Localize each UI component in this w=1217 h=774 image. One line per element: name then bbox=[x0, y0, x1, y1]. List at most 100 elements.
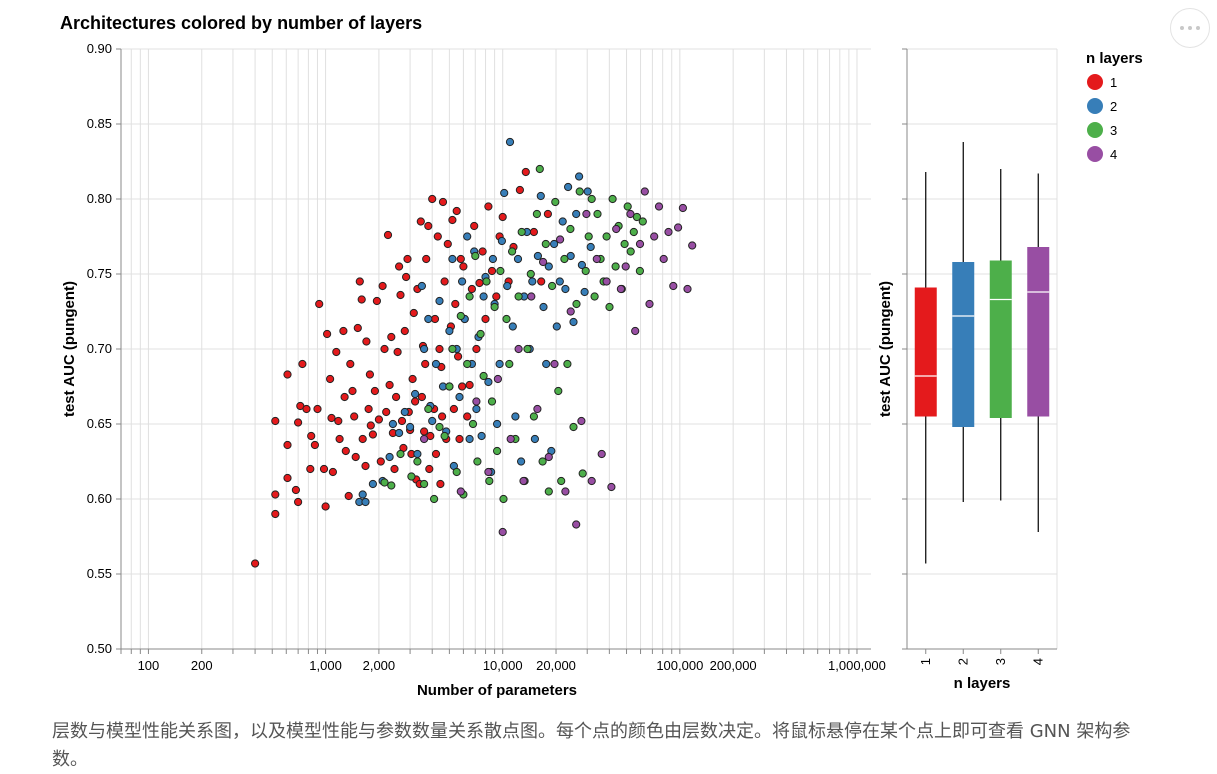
scatter-point-layers-1[interactable] bbox=[498, 212, 507, 222]
scatter-point-layers-3[interactable] bbox=[638, 217, 647, 226]
scatter-point-layers-2[interactable] bbox=[561, 284, 570, 294]
scatter-point-layers-1[interactable] bbox=[323, 329, 332, 339]
scatter-point-layers-2[interactable] bbox=[424, 314, 433, 324]
scatter-point-layers-1[interactable] bbox=[463, 412, 472, 421]
scatter-point-layers-4[interactable] bbox=[640, 187, 649, 196]
scatter-point-layers-2[interactable] bbox=[368, 479, 377, 489]
scatter-point-layers-3[interactable] bbox=[548, 281, 557, 291]
scatter-point-layers-3[interactable] bbox=[514, 292, 523, 301]
scatter-point-layers-3[interactable] bbox=[541, 239, 550, 249]
scatter-point-layers-3[interactable] bbox=[387, 481, 396, 490]
scatter-point-layers-3[interactable] bbox=[502, 314, 511, 324]
scatter-point-layers-1[interactable] bbox=[443, 239, 452, 249]
scatter-point-layers-3[interactable] bbox=[465, 292, 474, 301]
scatter-point-layers-2[interactable] bbox=[465, 434, 474, 444]
scatter-point-layers-4[interactable] bbox=[420, 434, 429, 444]
scatter-point-layers-1[interactable] bbox=[400, 326, 409, 336]
scatter-point-layers-3[interactable] bbox=[575, 187, 584, 196]
scatter-point-layers-4[interactable] bbox=[484, 467, 493, 477]
scatter-point-layers-2[interactable] bbox=[472, 404, 481, 414]
scatter-point-layers-1[interactable] bbox=[357, 295, 366, 304]
scatter-point-layers-4[interactable] bbox=[607, 482, 616, 492]
scatter-point-layers-1[interactable] bbox=[428, 194, 437, 204]
scatter-point-layers-3[interactable] bbox=[485, 476, 494, 486]
scatter-point-layers-1[interactable] bbox=[306, 464, 315, 474]
boxplot-box-4[interactable] bbox=[1027, 247, 1050, 417]
scatter-point-layers-2[interactable] bbox=[420, 344, 429, 354]
scatter-point-layers-3[interactable] bbox=[538, 457, 547, 466]
scatter-point-layers-1[interactable] bbox=[422, 254, 431, 264]
scatter-point-layers-3[interactable] bbox=[476, 329, 485, 339]
scatter-point-layers-2[interactable] bbox=[505, 137, 515, 147]
scatter-point-layers-3[interactable] bbox=[635, 266, 645, 276]
scatter-point-layers-1[interactable] bbox=[283, 440, 292, 450]
scatter-point-layers-2[interactable] bbox=[395, 428, 404, 438]
scatter-point-layers-1[interactable] bbox=[521, 167, 530, 177]
boxplot-box-3[interactable] bbox=[989, 260, 1012, 419]
scatter-point-layers-4[interactable] bbox=[616, 284, 626, 294]
scatter-point-layers-3[interactable] bbox=[440, 431, 449, 441]
scatter-point-layers-1[interactable] bbox=[403, 254, 412, 264]
scatter-point-layers-4[interactable] bbox=[561, 487, 570, 496]
scatter-point-layers-2[interactable] bbox=[361, 497, 370, 507]
scatter-point-layers-2[interactable] bbox=[575, 172, 584, 181]
scatter-point-layers-4[interactable] bbox=[572, 520, 581, 529]
scatter-point-layers-3[interactable] bbox=[445, 382, 454, 391]
scatter-point-layers-4[interactable] bbox=[664, 227, 673, 237]
scatter-point-layers-4[interactable] bbox=[626, 209, 635, 219]
scatter-point-layers-1[interactable] bbox=[481, 314, 490, 324]
scatter-point-layers-3[interactable] bbox=[544, 487, 553, 496]
scatter-point-layers-2[interactable] bbox=[544, 262, 553, 271]
scatter-point-layers-3[interactable] bbox=[551, 197, 560, 207]
scatter-point-layers-3[interactable] bbox=[590, 292, 599, 301]
scatter-point-layers-2[interactable] bbox=[572, 209, 581, 219]
scatter-point-layers-1[interactable] bbox=[436, 479, 445, 489]
scatter-point-layers-3[interactable] bbox=[499, 494, 508, 504]
scatter-point-layers-1[interactable] bbox=[355, 277, 364, 286]
scatter-point-layers-1[interactable] bbox=[353, 323, 362, 333]
scatter-point-layers-1[interactable] bbox=[334, 416, 343, 426]
scatter-point-layers-2[interactable] bbox=[406, 422, 415, 432]
scatter-point-layers-4[interactable] bbox=[602, 277, 611, 286]
scatter-point-layers-2[interactable] bbox=[513, 254, 523, 264]
scatter-point-layers-3[interactable] bbox=[413, 457, 422, 466]
scatter-point-layers-1[interactable] bbox=[350, 412, 359, 421]
scatter-point-layers-2[interactable] bbox=[488, 254, 497, 264]
scatter-point-layers-1[interactable] bbox=[440, 277, 449, 286]
scatter-point-layers-4[interactable] bbox=[678, 203, 688, 213]
scatter-point-layers-2[interactable] bbox=[400, 407, 409, 417]
scatter-point-layers-1[interactable] bbox=[376, 457, 385, 466]
scatter-point-layers-1[interactable] bbox=[339, 326, 348, 336]
scatter-point-layers-4[interactable] bbox=[587, 476, 596, 486]
scatter-point-layers-1[interactable] bbox=[537, 277, 546, 286]
scatter-point-layers-4[interactable] bbox=[493, 374, 502, 384]
scatter-point-layers-2[interactable] bbox=[555, 277, 564, 286]
scatter-point-layers-1[interactable] bbox=[378, 281, 387, 291]
scatter-point-layers-3[interactable] bbox=[468, 419, 478, 429]
scatter-point-layers-2[interactable] bbox=[536, 191, 545, 201]
scatter-point-layers-2[interactable] bbox=[530, 434, 540, 444]
scatter-point-layers-1[interactable] bbox=[358, 434, 367, 444]
scatter-point-layers-4[interactable] bbox=[674, 223, 683, 232]
scatter-point-layers-3[interactable] bbox=[487, 397, 497, 406]
scatter-point-layers-3[interactable] bbox=[407, 472, 416, 481]
scatter-point-layers-1[interactable] bbox=[327, 413, 336, 423]
scatter-point-layers-1[interactable] bbox=[470, 221, 479, 231]
scatter-point-layers-3[interactable] bbox=[507, 247, 517, 256]
scatter-point-layers-3[interactable] bbox=[626, 247, 635, 256]
scatter-point-layers-3[interactable] bbox=[623, 202, 632, 211]
scatter-point-layers-1[interactable] bbox=[402, 272, 411, 282]
scatter-point-layers-3[interactable] bbox=[456, 311, 465, 321]
scatter-point-layers-3[interactable] bbox=[611, 262, 620, 271]
scatter-point-layers-2[interactable] bbox=[550, 239, 559, 249]
scatter-point-layers-1[interactable] bbox=[328, 467, 337, 477]
scatter-point-layers-1[interactable] bbox=[543, 209, 553, 219]
scatter-point-layers-1[interactable] bbox=[291, 485, 300, 495]
scatter-point-layers-1[interactable] bbox=[335, 434, 344, 444]
scatter-point-layers-3[interactable] bbox=[430, 494, 439, 504]
scatter-point-layers-2[interactable] bbox=[428, 416, 437, 426]
scatter-point-layers-4[interactable] bbox=[514, 344, 523, 354]
scatter-point-layers-1[interactable] bbox=[448, 215, 457, 225]
scatter-point-layers-1[interactable] bbox=[319, 464, 329, 474]
scatter-point-layers-2[interactable] bbox=[552, 322, 561, 331]
